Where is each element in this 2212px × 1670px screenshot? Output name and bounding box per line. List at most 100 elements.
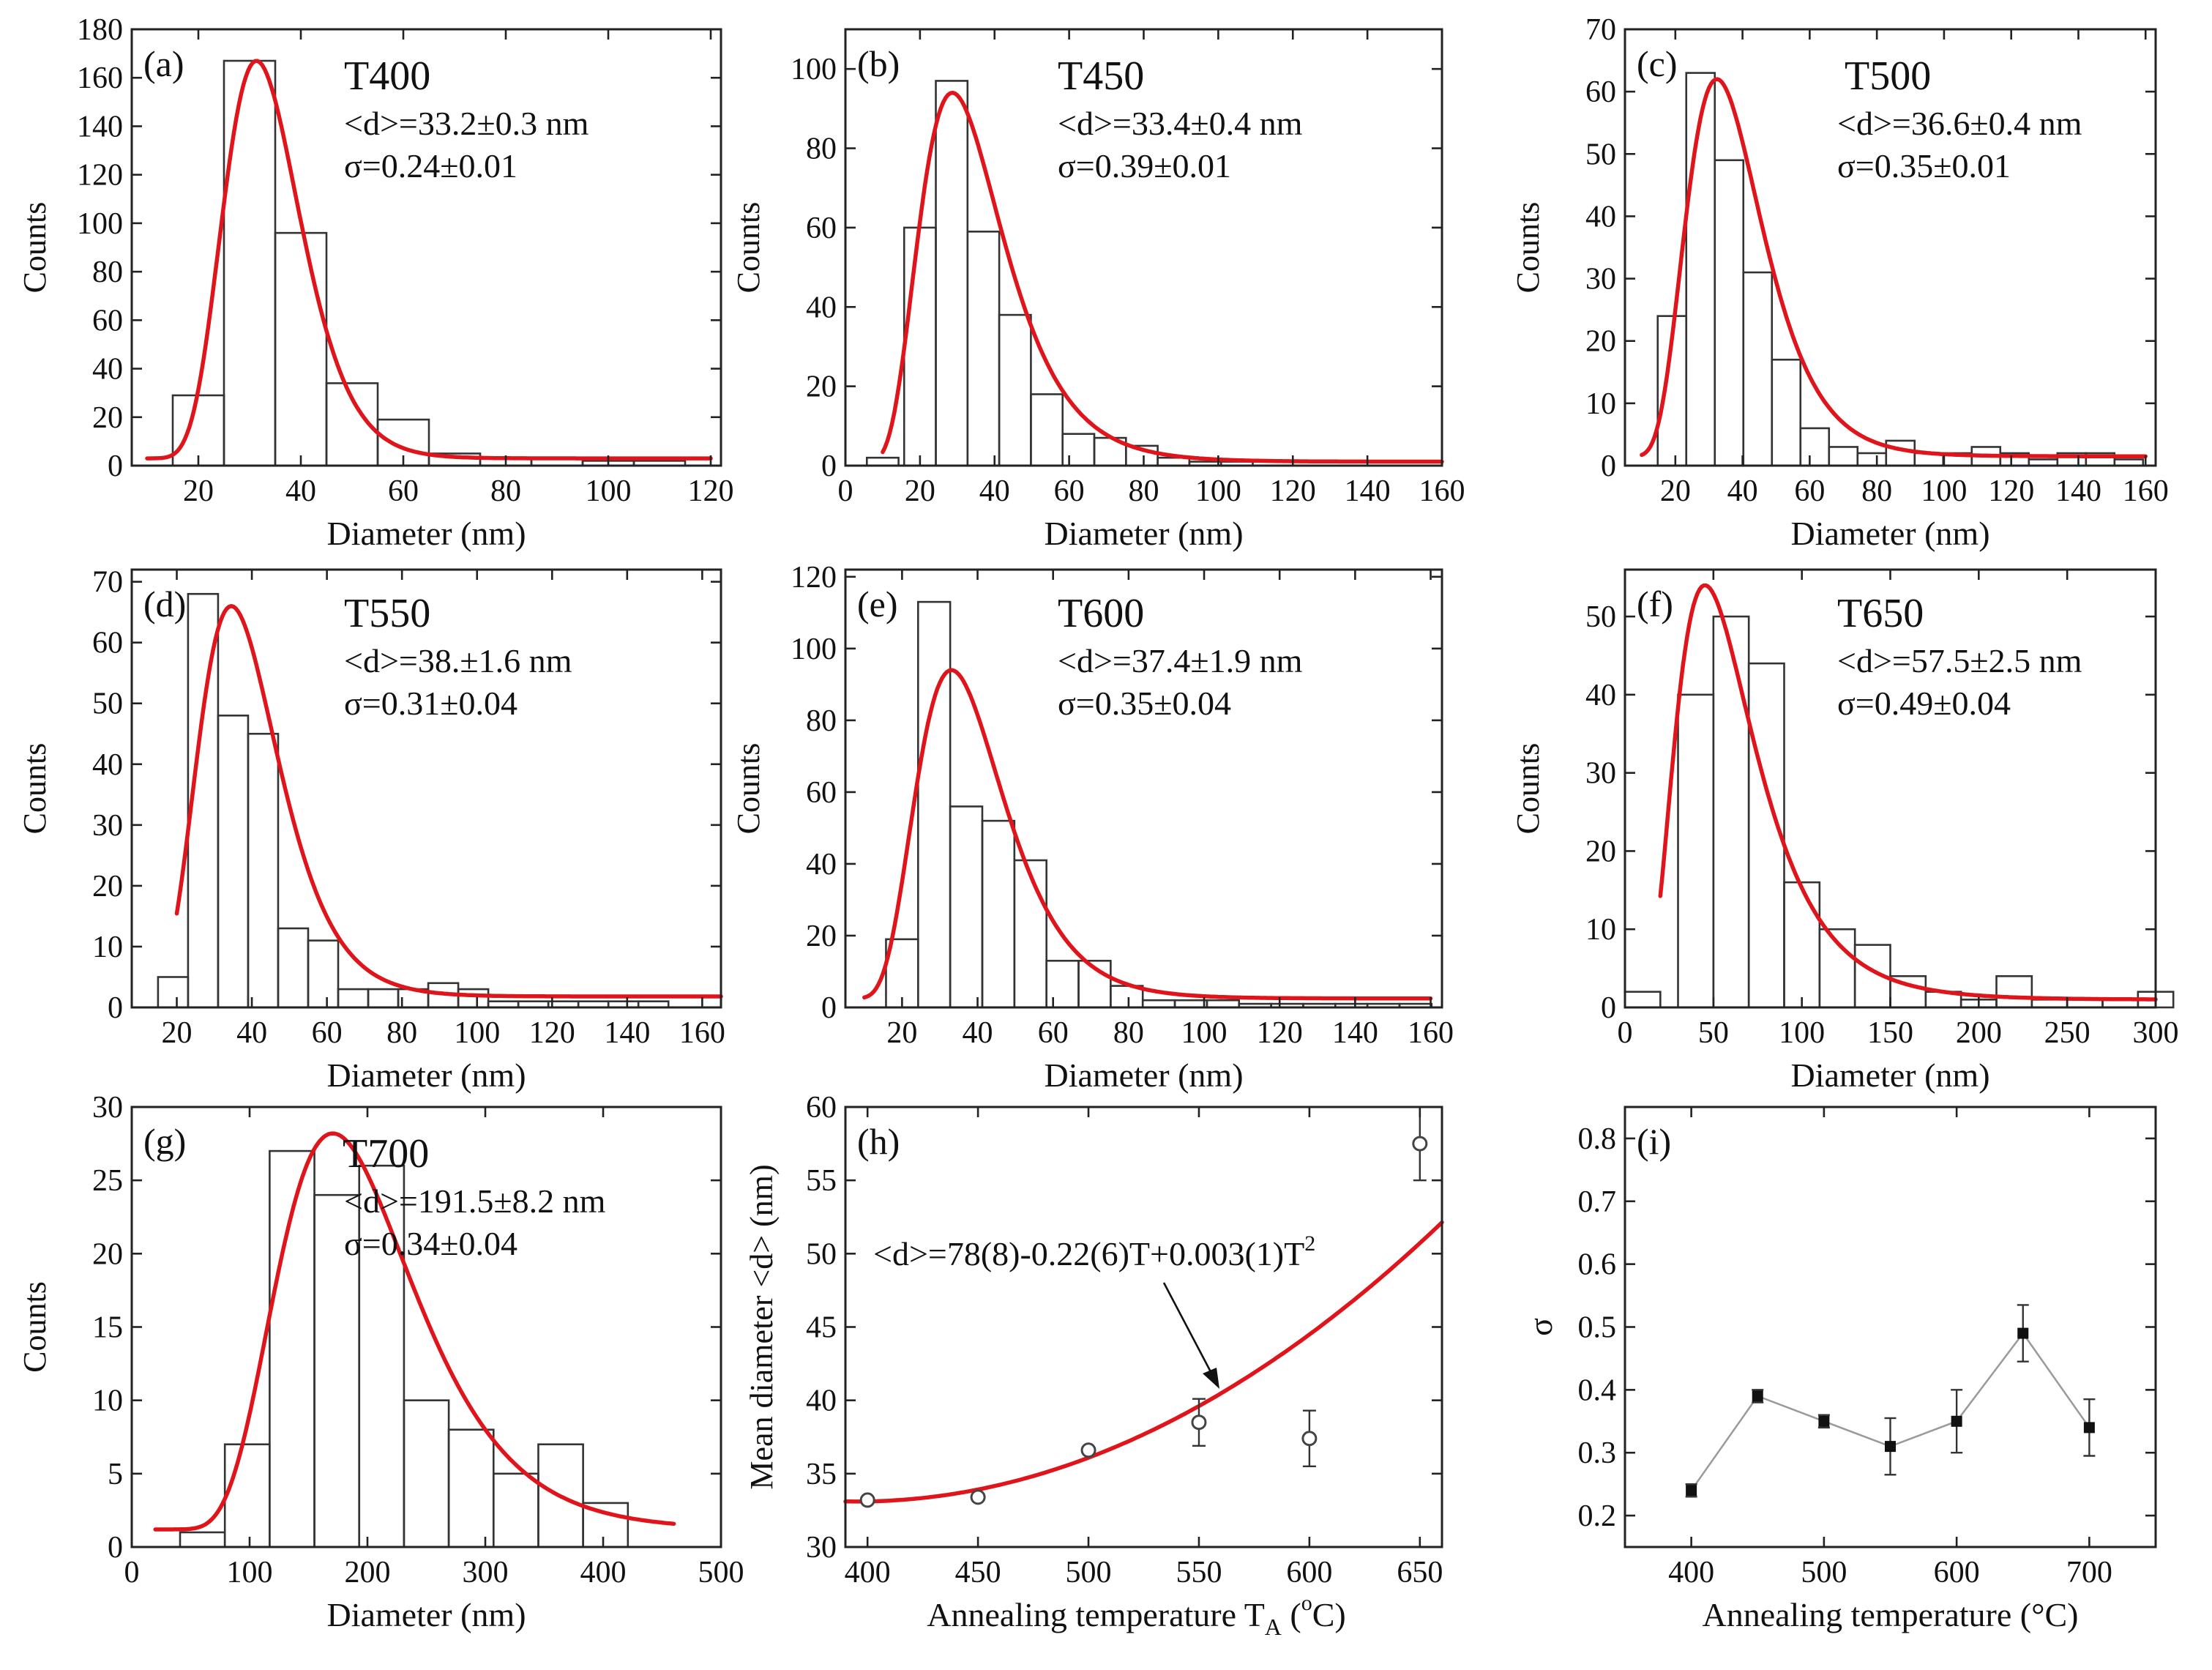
y-tick-label: 20 [92, 401, 123, 435]
histogram-bar [1712, 615, 1750, 1009]
histogram-bar [1061, 433, 1096, 467]
y-tick-label: 50 [806, 1237, 837, 1271]
histogram-bar [358, 1164, 406, 1548]
y-tick-label: 100 [77, 207, 123, 241]
y-tick-label: 30 [92, 1091, 123, 1125]
x-tick-label: 100 [454, 1016, 500, 1050]
histogram-bar [1885, 439, 1916, 467]
y-tick-label: 60 [92, 627, 123, 660]
x-tick-label: 20 [162, 1016, 193, 1050]
data-point [1951, 1415, 1962, 1427]
data-point [1191, 1414, 1207, 1431]
y-tick-label: 60 [92, 304, 123, 338]
lognormal-fit-curve [145, 59, 713, 461]
mean-diameter-label: <d>=37.4±1.9 nm [1058, 642, 1303, 679]
data-point [1686, 1485, 1697, 1496]
x-axis-label: Diameter (nm) [1044, 515, 1243, 552]
x-tick-label: 250 [2044, 1016, 2090, 1050]
y-tick-label: 5 [108, 1458, 123, 1491]
data-point [859, 1492, 875, 1508]
x-tick-label: 20 [183, 474, 214, 508]
x-tick-label: 120 [1257, 1016, 1303, 1050]
histogram-bar [171, 394, 225, 467]
y-tick-label: 100 [791, 53, 837, 86]
mean-diameter-label: <d>=33.2±0.3 nm [344, 105, 589, 142]
y-axis-label: σ [1522, 1318, 1559, 1336]
fit-equation: <d>=78(8)-0.22(6)T+0.003(1)T2 [873, 1231, 1315, 1272]
lognormal-fit-curve [881, 90, 1444, 464]
y-tick-label: 0 [1601, 991, 1616, 1025]
y-tick-label: 0 [108, 450, 123, 483]
y-tick-label: 20 [806, 370, 837, 404]
fit-equation-superscript: 2 [1304, 1231, 1315, 1256]
data-point [970, 1489, 986, 1505]
y-axis-label: Mean diameter <d> (nm) [744, 1164, 780, 1489]
quadratic-fit-curve [843, 1220, 1444, 1504]
x-axis-label: Diameter (nm) [326, 515, 526, 552]
y-tick-label: 10 [92, 1384, 123, 1418]
sigma-label: σ=0.34±0.04 [344, 1225, 517, 1262]
y-axis-label: Counts [1510, 202, 1546, 294]
y-tick-label: 0.4 [1578, 1373, 1617, 1407]
sample-title: T400 [344, 53, 430, 99]
panel-label: (b) [857, 43, 900, 84]
x-tick-label: 40 [1727, 474, 1758, 508]
histogram-bar [903, 226, 937, 467]
x-tick-label: 120 [688, 474, 734, 508]
y-tick-label: 40 [806, 1384, 837, 1418]
x-tick-label: 140 [2055, 474, 2101, 508]
plot-frame [130, 28, 722, 467]
y-tick-label: 140 [77, 110, 123, 143]
sample-title: T550 [344, 591, 430, 636]
panel-e: 20 40 60 80 100 120 140 160 0 20 40 60 80 100 120 Diame… [731, 561, 1454, 1094]
data-point [1301, 1431, 1318, 1447]
y-tick-label: 30 [1585, 757, 1616, 791]
lognormal-fit-curve [153, 1131, 676, 1532]
data-point [2017, 1327, 2029, 1339]
x-tick-label: 40 [285, 474, 316, 508]
x-tick-label: 160 [1408, 1016, 1454, 1050]
x-tick-label: 140 [1332, 1016, 1378, 1050]
y-tick-label: 60 [806, 776, 837, 810]
histogram-bar [1623, 991, 1662, 1009]
mean-diameter-label: <d>=33.4±0.4 nm [1058, 105, 1303, 142]
x-tick-label: 0 [838, 474, 853, 508]
plot-frame [130, 568, 722, 1009]
y-tick-label: 10 [1585, 387, 1616, 421]
y-tick-label: 0.7 [1578, 1185, 1617, 1219]
mean-diameter-label: <d>=57.5±2.5 nm [1837, 642, 2082, 679]
x-axis-label: Diameter (nm) [326, 1596, 526, 1633]
histogram-bar [1783, 881, 1821, 1009]
x-tick-label: 100 [227, 1556, 273, 1589]
y-tick-label: 20 [1585, 835, 1616, 868]
y-tick-label: 100 [791, 633, 837, 666]
x-tick-label: 0 [124, 1556, 140, 1589]
sample-title: T500 [1845, 53, 1931, 99]
lognormal-fit-curve [1658, 583, 2158, 1002]
x-tick-label: 40 [236, 1016, 267, 1050]
histogram-bar [307, 939, 340, 1009]
y-axis-label: Counts [17, 743, 53, 835]
histogram-bar [447, 1428, 495, 1548]
histogram-bar [1771, 358, 1802, 467]
y-tick-label: 40 [1585, 200, 1616, 234]
x-tick-label: 500 [1066, 1556, 1112, 1589]
y-tick-label: 50 [1585, 138, 1616, 171]
y-tick-label: 0 [108, 991, 123, 1025]
y-tick-label: 0 [108, 1531, 123, 1565]
histogram-bar [457, 988, 490, 1009]
x-tick-label: 550 [1176, 1556, 1222, 1589]
plot-frame [844, 1106, 1443, 1548]
histogram-bar [277, 927, 310, 1009]
histogram-bar [492, 1472, 539, 1548]
sample-title: T600 [1058, 591, 1144, 636]
x-tick-label: 60 [1038, 1016, 1069, 1050]
y-tick-label: 40 [806, 291, 837, 324]
y-tick-label: 0.6 [1578, 1248, 1617, 1282]
histogram-bar [1714, 159, 1745, 467]
x-axis-label: Annealing temperature (°C) [1703, 1596, 2079, 1633]
panel-label: (h) [857, 1121, 900, 1162]
histogram-bar [247, 732, 280, 1009]
histogram-bar [865, 456, 900, 467]
